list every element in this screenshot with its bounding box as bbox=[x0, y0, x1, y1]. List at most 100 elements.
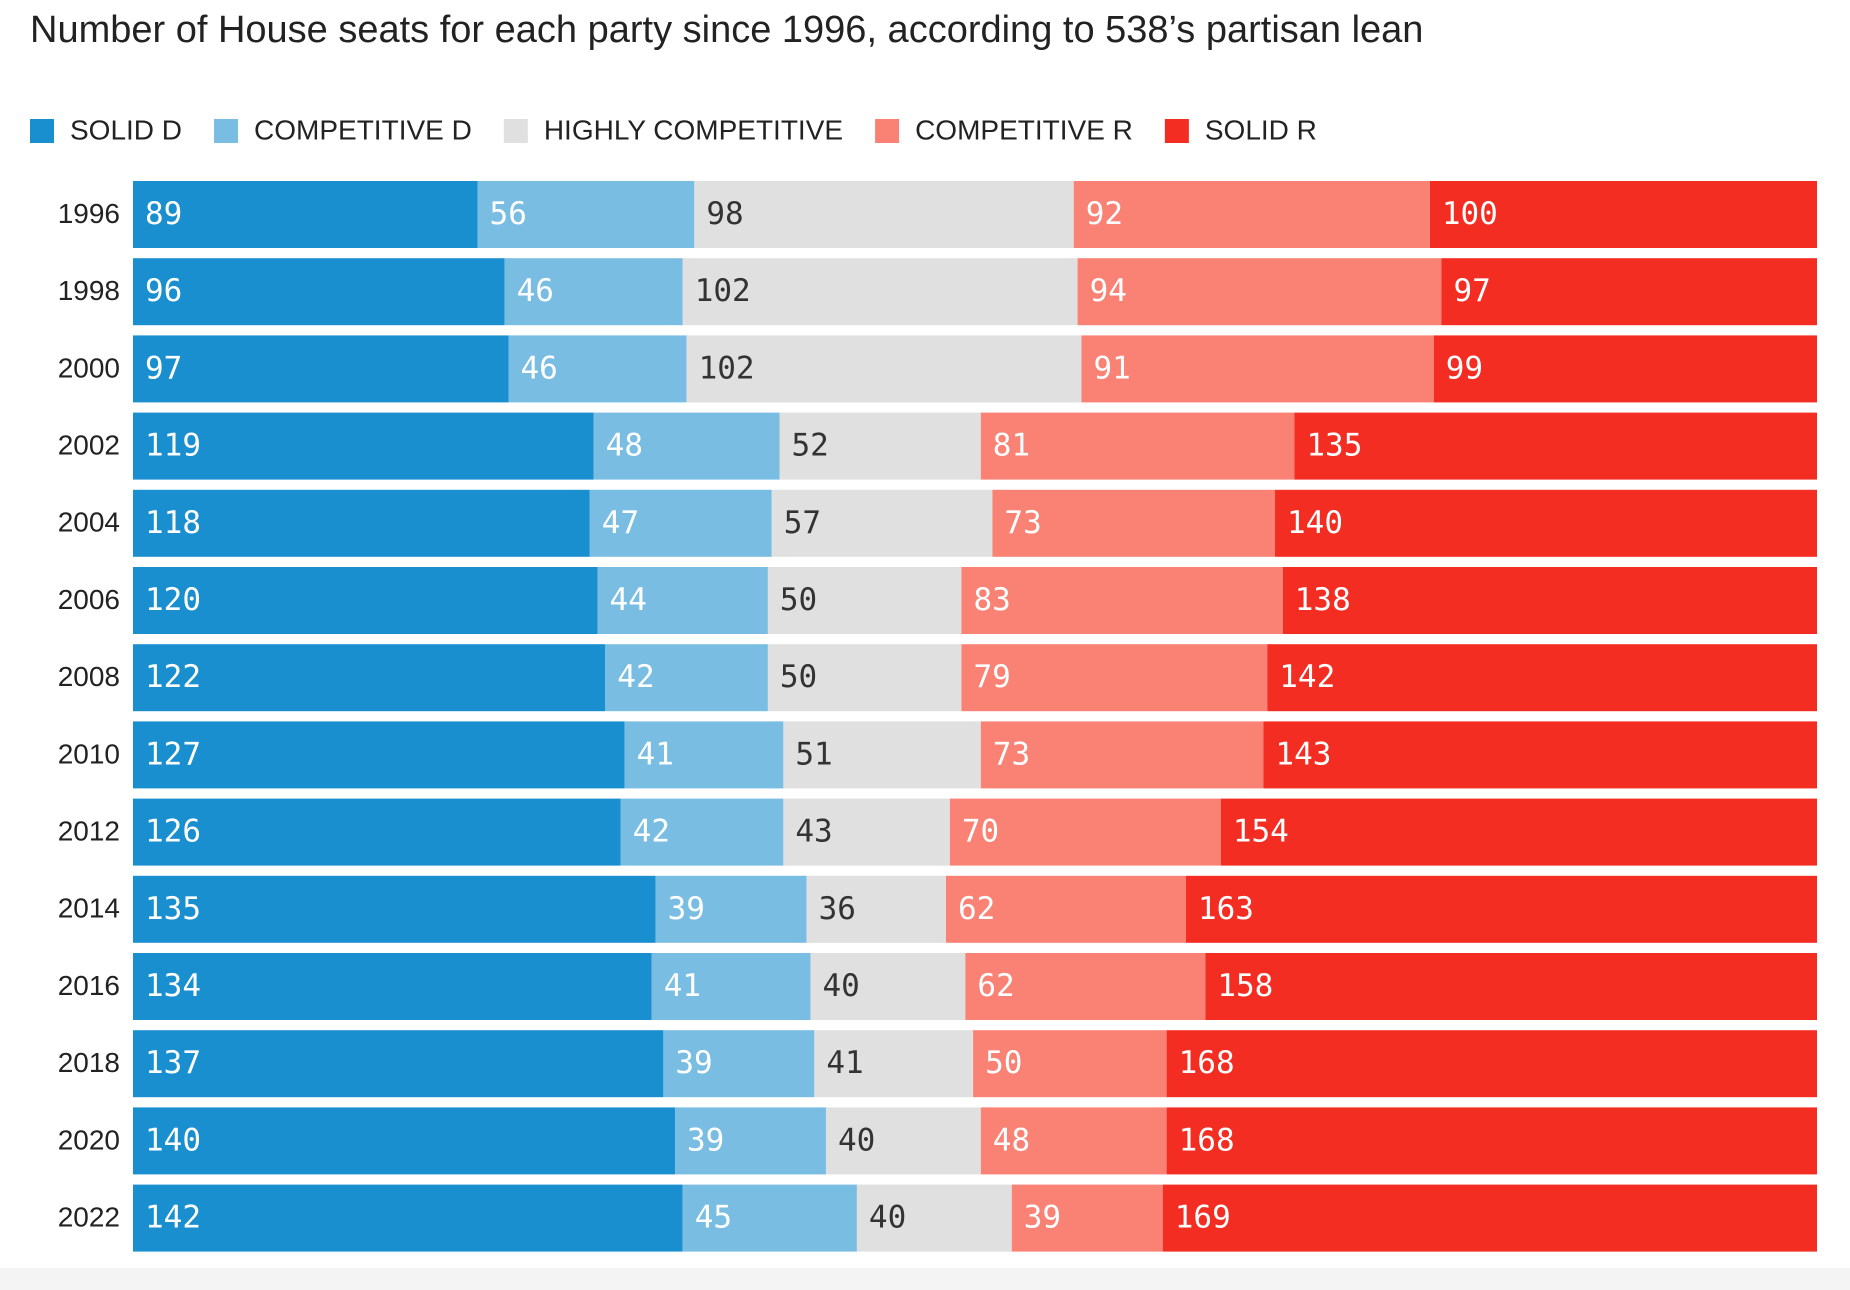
bar-segment bbox=[477, 181, 695, 248]
data-label: 48 bbox=[606, 428, 643, 464]
bar-segment bbox=[767, 644, 962, 712]
y-tick-label: 2004 bbox=[58, 507, 120, 538]
bar-segment bbox=[655, 875, 807, 943]
data-label: 92 bbox=[1086, 196, 1123, 232]
data-label: 97 bbox=[145, 350, 182, 386]
bar-segment bbox=[597, 567, 768, 634]
bar-segment bbox=[504, 258, 683, 326]
data-label: 40 bbox=[822, 968, 859, 1004]
y-tick-label: 2016 bbox=[58, 970, 120, 1001]
data-label: 39 bbox=[675, 1045, 712, 1081]
data-label: 100 bbox=[1442, 196, 1498, 232]
data-label: 39 bbox=[668, 891, 705, 927]
data-label: 36 bbox=[819, 891, 856, 927]
data-label: 119 bbox=[145, 428, 201, 464]
legend-swatch bbox=[503, 119, 528, 143]
bar-segment bbox=[945, 875, 1186, 943]
bar-segment bbox=[961, 644, 1268, 712]
bar-segment bbox=[980, 721, 1264, 789]
legend-swatch bbox=[30, 119, 54, 143]
bar-segment bbox=[779, 412, 981, 480]
bar-segment bbox=[508, 335, 687, 403]
bar-segment bbox=[992, 489, 1276, 557]
bar-segment bbox=[1162, 1184, 1817, 1252]
data-label: 50 bbox=[985, 1045, 1022, 1081]
legend-label: COMPETITIVE R bbox=[915, 114, 1133, 145]
data-label: 135 bbox=[1306, 428, 1362, 464]
y-tick-label: 2010 bbox=[58, 738, 120, 769]
data-label: 73 bbox=[993, 736, 1030, 772]
bar-segment bbox=[133, 644, 606, 712]
y-tick-label: 2018 bbox=[58, 1047, 120, 1078]
legend: SOLID D COMPETITIVE D HIGHLY COMPETITIVE CO… bbox=[30, 114, 1317, 145]
bar-segment bbox=[1011, 1184, 1163, 1252]
bar-segment bbox=[686, 335, 1082, 403]
data-label: 62 bbox=[977, 968, 1014, 1004]
y-tick-label: 2022 bbox=[58, 1201, 120, 1232]
data-label: 126 bbox=[145, 814, 201, 850]
bar-segment bbox=[133, 875, 656, 943]
bar-segment bbox=[949, 798, 1221, 866]
bar-segment bbox=[1220, 798, 1817, 866]
data-label: 134 bbox=[145, 968, 201, 1004]
bar-segment bbox=[1282, 567, 1817, 634]
data-label: 51 bbox=[795, 736, 832, 772]
bar-segment bbox=[133, 1030, 664, 1098]
data-label: 163 bbox=[1198, 891, 1254, 927]
data-label: 122 bbox=[145, 659, 201, 695]
data-label: 41 bbox=[826, 1045, 863, 1081]
legend-label: SOLID R bbox=[1205, 114, 1317, 145]
y-tick-label: 2020 bbox=[58, 1124, 120, 1155]
data-label: 42 bbox=[617, 659, 654, 695]
y-tick-label: 2008 bbox=[58, 661, 120, 692]
data-label: 47 bbox=[602, 505, 639, 541]
data-label: 168 bbox=[1179, 1045, 1235, 1081]
data-label: 120 bbox=[145, 582, 201, 618]
bar-segment bbox=[973, 1030, 1167, 1098]
data-label: 44 bbox=[610, 582, 647, 618]
bar-segment bbox=[133, 798, 621, 866]
bar-segment bbox=[771, 489, 993, 557]
data-label: 81 bbox=[993, 428, 1030, 464]
data-label: 50 bbox=[780, 582, 817, 618]
bar-segment bbox=[133, 181, 478, 248]
data-label: 40 bbox=[838, 1122, 875, 1158]
data-label: 142 bbox=[1279, 659, 1335, 695]
bar-segment bbox=[783, 798, 950, 866]
data-label: 98 bbox=[706, 196, 743, 232]
data-label: 42 bbox=[633, 814, 670, 850]
data-label: 140 bbox=[145, 1122, 201, 1158]
y-tick-label: 2002 bbox=[58, 429, 120, 460]
bar-segment bbox=[961, 567, 1283, 634]
bar-segment bbox=[767, 567, 962, 634]
bar-segment bbox=[1077, 258, 1442, 326]
data-label: 39 bbox=[1024, 1200, 1061, 1236]
legend-label: SOLID D bbox=[70, 114, 182, 145]
data-label: 142 bbox=[145, 1200, 201, 1236]
data-label: 137 bbox=[145, 1045, 201, 1081]
data-label: 169 bbox=[1175, 1200, 1231, 1236]
data-label: 45 bbox=[695, 1200, 732, 1236]
data-label: 154 bbox=[1233, 814, 1289, 850]
data-label: 39 bbox=[687, 1122, 724, 1158]
bar-segment bbox=[133, 721, 625, 789]
data-label: 43 bbox=[795, 814, 832, 850]
bar-segment bbox=[965, 953, 1206, 1020]
data-label: 143 bbox=[1275, 736, 1331, 772]
y-tick-label: 1998 bbox=[58, 275, 120, 306]
bar-segment bbox=[133, 412, 594, 480]
bar-segment bbox=[682, 1184, 857, 1252]
data-label: 70 bbox=[962, 814, 999, 850]
bar-segment bbox=[1267, 644, 1817, 712]
y-tick-label: 2014 bbox=[58, 893, 120, 924]
data-label: 94 bbox=[1090, 273, 1127, 309]
bar-segment bbox=[856, 1184, 1012, 1252]
bar-segment bbox=[651, 953, 811, 1020]
bar-segment bbox=[1263, 721, 1817, 789]
bar-segment bbox=[1073, 181, 1430, 248]
data-label: 41 bbox=[637, 736, 674, 772]
legend-swatch bbox=[214, 119, 239, 143]
bar-segment bbox=[1166, 1107, 1817, 1175]
